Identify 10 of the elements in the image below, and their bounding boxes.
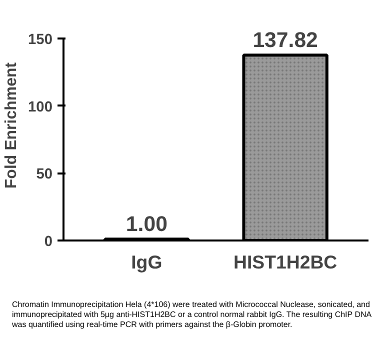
x-tick-label: IgG (131, 252, 162, 272)
y-tick-label: 150 (28, 32, 53, 48)
x-tick-label: HIST1H2BC (233, 252, 338, 272)
text: Chromatin Immunoprecipitation Hela (4*106) were treated with Micrococcal Nuclease, sonicated, and immunoprecipitated with 5µg anti-HIST1H2BC or a control normal rabbit IgG. The resulting ChIP DNA was quantified using real-time PCR with primers against the β-Globin promoter. (12, 300, 372, 330)
y-tick-label: 0 (44, 234, 53, 250)
y-tick-label: 50 (36, 166, 53, 183)
y-tick-label: 100 (28, 99, 53, 116)
y-axis-title: Fold Enrichment (3, 62, 20, 189)
data-label: 137.82 (252, 28, 318, 52)
data-label: 1.00 (126, 212, 168, 236)
